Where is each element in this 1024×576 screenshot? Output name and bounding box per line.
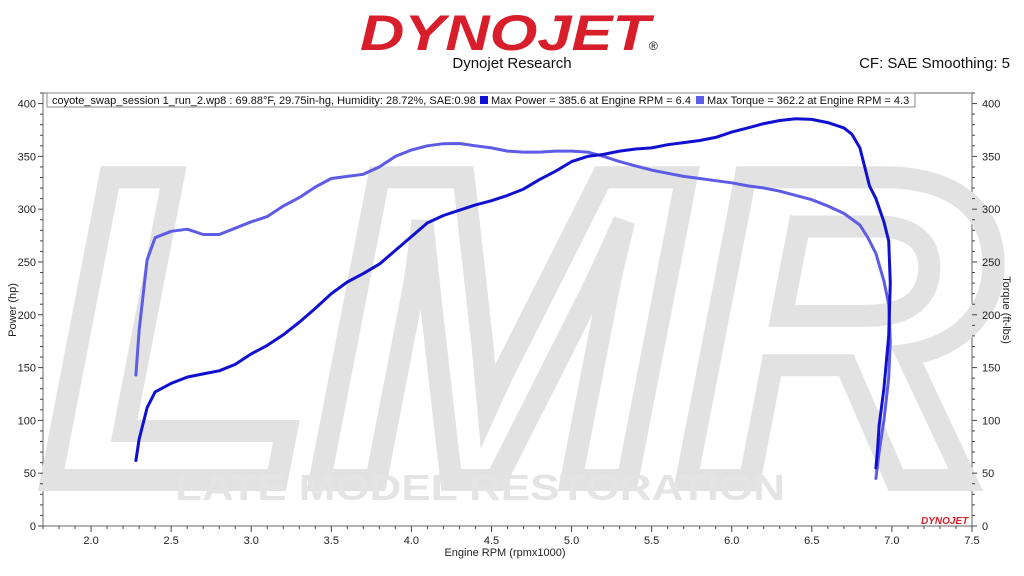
y-left-tick-label: 150 (18, 363, 36, 375)
y-right-tick-label: 0 (982, 521, 988, 533)
dynojet-logo: DYNOJET ® (360, 5, 658, 56)
torque-curve (134, 142, 892, 480)
legend-entry-torque: Max Torque = 362.2 at Engine RPM = 4.3 (707, 95, 909, 107)
watermark: LMR LATE MODEL RESTORATION (32, 72, 1007, 576)
y-right-tick-label: 150 (982, 363, 1000, 375)
company-name: Dynojet Research (452, 55, 572, 72)
y-axis-right-title: Torque (ft-lbs) (1000, 276, 1012, 344)
y-right-tick-label: 100 (982, 415, 1000, 427)
x-tick-label: 4.0 (404, 535, 419, 547)
x-tick-label: 6.5 (804, 535, 819, 547)
y-right-tick-label: 200 (982, 310, 1000, 322)
y-right-tick-label: 400 (982, 99, 1000, 111)
power-curve (134, 117, 892, 470)
registered-mark-icon: ® (649, 39, 658, 53)
y-left-tick-label: 250 (18, 257, 36, 269)
legend: coyote_swap_session 1_run_2.wp8 : 69.88°… (46, 92, 916, 108)
x-tick-label: 6.0 (724, 535, 739, 547)
x-axis-title: Engine RPM (rpmx1000) (444, 547, 565, 559)
x-tick-label: 7.5 (964, 535, 979, 547)
y-left-tick-label: 350 (18, 151, 36, 163)
x-tick-label: 5.5 (644, 535, 659, 547)
x-tick-label: 3.0 (244, 535, 259, 547)
watermark-monogram: LMR (43, 83, 996, 574)
plot-area (42, 92, 973, 527)
x-tick-label: 2.0 (83, 535, 98, 547)
y-right-tick-label: 50 (982, 468, 994, 480)
correction-factor-info: CF: SAE Smoothing: 5 (859, 55, 1010, 72)
y-right-tick-label: 250 (982, 257, 1000, 269)
y-left-tick-label: 100 (18, 415, 36, 427)
legend-swatch-power (480, 96, 488, 104)
y-left-tick-label: 0 (30, 521, 36, 533)
legend-entry-power: Max Power = 385.6 at Engine RPM = 6.4 (491, 95, 691, 107)
x-tick-label: 5.0 (564, 535, 579, 547)
dynojet-logo-wordmark: DYNOJET (360, 5, 655, 56)
y-left-tick-label: 400 (18, 99, 36, 111)
y-left-tick-label: 300 (18, 204, 36, 216)
legend-run-info: coyote_swap_session 1_run_2.wp8 : 69.88°… (52, 95, 476, 107)
corner-logo: DYNOJET (921, 516, 969, 527)
y-left-tick-label: 50 (24, 468, 36, 480)
legend-swatch-torque (696, 96, 704, 104)
x-tick-label: 3.5 (324, 535, 339, 547)
watermark-text: LATE MODEL RESTORATION (175, 467, 785, 508)
y-axis-left-title: Power (hp) (7, 283, 19, 337)
y-right-tick-label: 300 (982, 204, 1000, 216)
x-tick-label: 2.5 (163, 535, 178, 547)
x-tick-label: 4.5 (484, 535, 499, 547)
x-tick-label: 7.0 (884, 535, 899, 547)
axes: 2.0 2.5 3.0 3.5 4.0 4.5 5.0 5.5 6.0 6.5 7.0 7.50 050… (18, 92, 1000, 547)
y-left-tick-label: 200 (18, 310, 36, 322)
series-lines (134, 117, 892, 480)
y-right-tick-label: 350 (982, 151, 1000, 163)
